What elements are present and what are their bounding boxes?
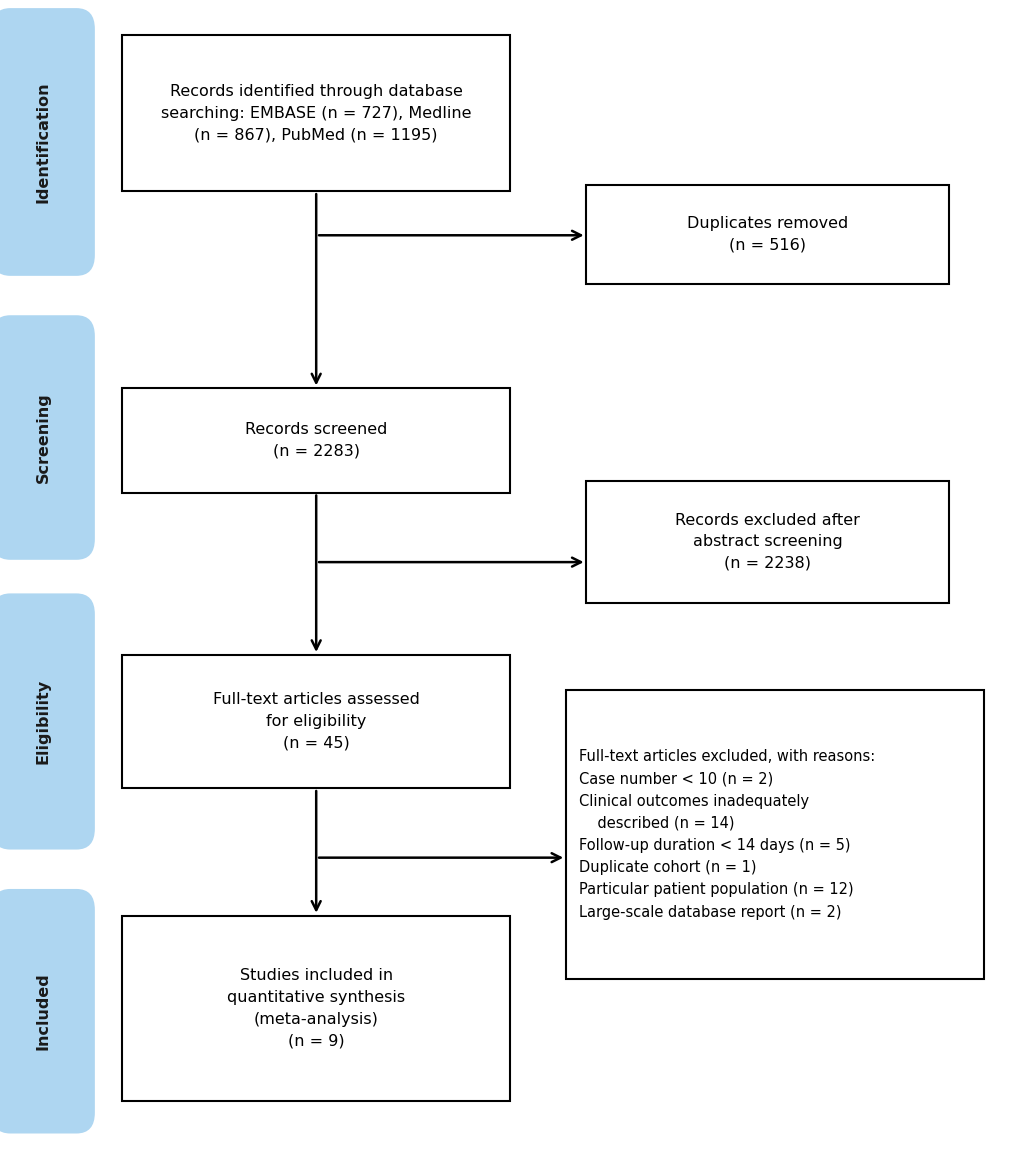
FancyBboxPatch shape <box>586 185 948 284</box>
Text: Screening: Screening <box>36 392 51 483</box>
FancyBboxPatch shape <box>122 388 510 493</box>
Text: Records identified through database
searching: EMBASE (n = 727), Medline
(n = 86: Records identified through database sear… <box>161 83 471 143</box>
FancyBboxPatch shape <box>0 889 95 1134</box>
Text: Records excluded after
abstract screening
(n = 2238): Records excluded after abstract screenin… <box>675 512 859 571</box>
Text: Studies included in
quantitative synthesis
(meta-analysis)
(n = 9): Studies included in quantitative synthes… <box>227 969 405 1048</box>
FancyBboxPatch shape <box>586 481 948 603</box>
Text: Included: Included <box>36 972 51 1050</box>
Text: Duplicates removed
(n = 516): Duplicates removed (n = 516) <box>686 217 848 253</box>
FancyBboxPatch shape <box>0 8 95 276</box>
FancyBboxPatch shape <box>122 35 510 191</box>
Text: Identification: Identification <box>36 81 51 203</box>
FancyBboxPatch shape <box>0 593 95 850</box>
Text: Records screened
(n = 2283): Records screened (n = 2283) <box>245 422 387 459</box>
FancyBboxPatch shape <box>122 655 510 788</box>
Text: Eligibility: Eligibility <box>36 679 51 764</box>
FancyBboxPatch shape <box>122 916 510 1101</box>
Text: Full-text articles assessed
for eligibility
(n = 45): Full-text articles assessed for eligibil… <box>213 692 419 751</box>
FancyBboxPatch shape <box>0 315 95 560</box>
FancyBboxPatch shape <box>566 690 983 979</box>
Text: Full-text articles excluded, with reasons:
Case number < 10 (n = 2)
Clinical out: Full-text articles excluded, with reason… <box>579 749 874 920</box>
